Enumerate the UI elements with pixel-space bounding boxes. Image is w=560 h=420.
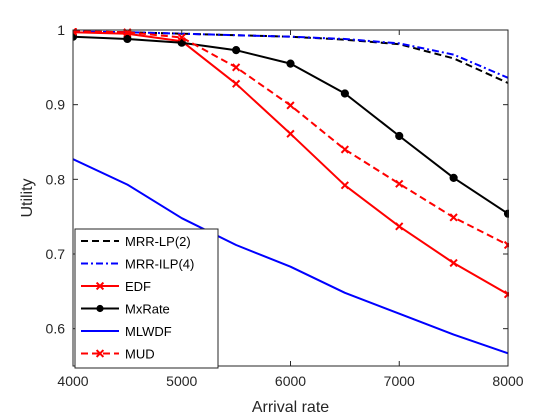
legend-entry: MRR-ILP(4) <box>81 257 194 272</box>
legend-label: EDF <box>125 279 151 294</box>
legend-box <box>74 228 219 369</box>
legend-marker <box>96 304 104 313</box>
data-point <box>232 46 241 55</box>
y-tick-label: 0.7 <box>46 246 66 262</box>
data-point <box>177 38 186 47</box>
x-axis-title: Arrival rate <box>252 399 329 416</box>
x-tick-label: 7000 <box>384 373 415 389</box>
series-mrr-lp-2- <box>73 30 509 84</box>
series-mrr-ilp-4- <box>73 30 509 79</box>
data-point <box>449 173 458 182</box>
data-point <box>449 258 458 268</box>
data-point <box>340 89 349 98</box>
x-tick-label: 4000 <box>57 373 88 389</box>
data-point <box>395 179 404 188</box>
data-point <box>232 79 241 88</box>
data-point <box>177 33 186 42</box>
legend-marker <box>95 349 105 358</box>
series-line <box>73 158 509 355</box>
y-axis-title: Utility <box>19 178 36 217</box>
data-point <box>123 34 132 44</box>
data-point <box>286 59 295 68</box>
legend-entry: MxRate <box>81 302 170 317</box>
data-point <box>395 131 404 141</box>
data-point <box>395 222 404 231</box>
y-tick-label: 0.9 <box>46 97 66 113</box>
legend-marker <box>95 281 105 291</box>
y-tick-label: 0.8 <box>46 171 66 187</box>
data-point <box>340 145 349 154</box>
legend-label: MRR-ILP(4) <box>125 257 194 272</box>
series-mlwdf <box>73 158 509 355</box>
series-line <box>73 30 509 84</box>
data-point <box>73 28 78 36</box>
data-point <box>232 63 241 72</box>
x-tick-label: 8000 <box>492 373 523 389</box>
y-tick-label: 1 <box>57 22 65 38</box>
series-line <box>73 30 509 79</box>
legend-entry: EDF <box>81 279 151 294</box>
legend-entry: MLWDF <box>81 324 172 339</box>
legend-label: MUD <box>125 347 155 362</box>
data-point <box>449 213 458 222</box>
data-point <box>286 129 295 138</box>
data-point <box>286 101 295 110</box>
legend-entry: MUD <box>81 347 155 362</box>
legend-label: MRR-LP(2) <box>125 234 191 249</box>
legend-entry: MRR-LP(2) <box>81 234 191 249</box>
legend-label: MLWDF <box>125 324 172 339</box>
y-tick-label: 0.6 <box>46 321 66 337</box>
x-tick-label: 6000 <box>275 373 306 389</box>
data-point <box>340 181 349 190</box>
x-tick-label: 5000 <box>166 373 197 389</box>
legend-label: MxRate <box>125 302 170 317</box>
series-mud <box>73 28 509 250</box>
